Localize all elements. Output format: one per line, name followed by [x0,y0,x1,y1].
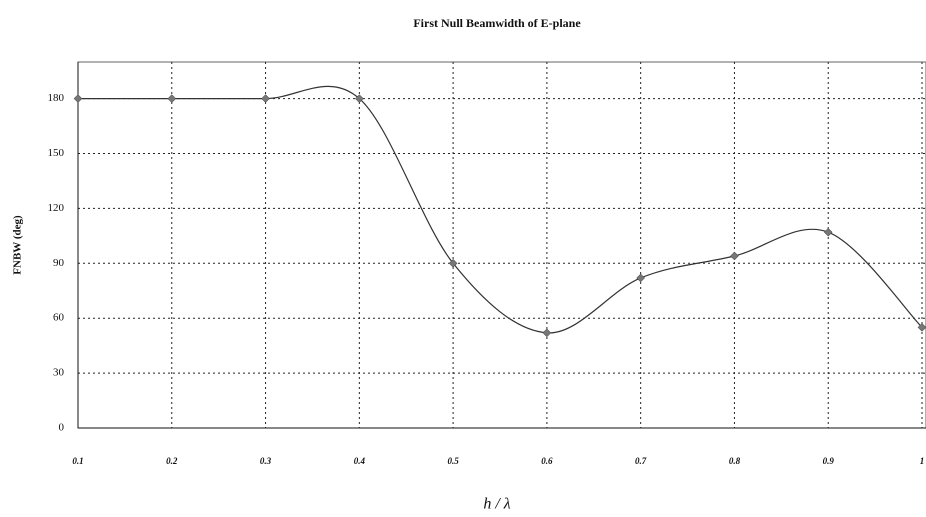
y-tick-label: 30 [53,367,65,379]
chart: First Null Beamwidth of E-plane FNBW (de… [0,0,926,517]
y-tick-label: 90 [53,257,65,269]
chart-title: First Null Beamwidth of E-plane [413,16,581,30]
x-tick-label: 0.4 [354,456,366,466]
y-tick-label: 0 [59,422,65,434]
x-tick-label: 0.1 [72,456,83,466]
x-tick-label: 0.2 [166,456,178,466]
x-axis-label: h / λ [483,496,510,513]
x-tick-label: 1 [920,456,925,466]
x-tick-label: 0.8 [729,456,741,466]
y-tick-label: 150 [48,147,65,159]
x-tick-label: 0.3 [260,456,272,466]
y-tick-label: 120 [48,202,65,214]
background [0,0,926,517]
x-tick-label: 0.7 [635,456,647,466]
x-tick-label: 0.9 [823,456,835,466]
y-tick-label: 180 [48,92,65,104]
y-tick-label: 60 [53,312,65,324]
x-tick-label: 0.6 [541,456,553,466]
y-axis-label: FNBW (deg) [12,215,24,275]
x-tick-label: 0.5 [447,456,459,466]
